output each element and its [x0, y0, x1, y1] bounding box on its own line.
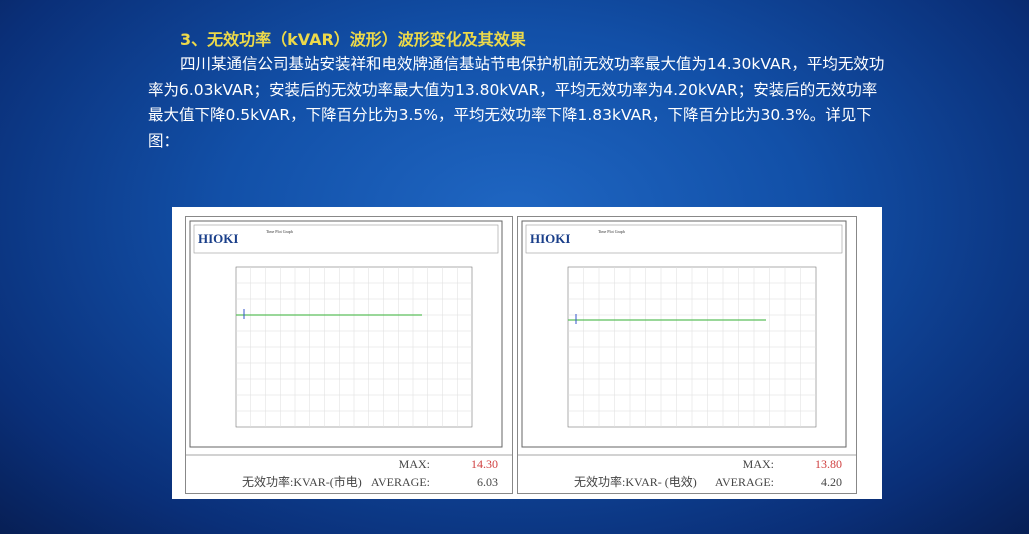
brand: HIOKI [530, 231, 570, 246]
max-label: MAX: [743, 457, 774, 471]
avg-value: 6.03 [477, 475, 498, 489]
panel: HIOKI Time Plot Graph MAX: 13.80 无效功率:KVAR- … [517, 216, 857, 494]
panel-graphic: HIOKI Time Plot Graph MAX: 14.30 无效功率:KVAR-(… [186, 220, 512, 489]
avg-label: AVERAGE: [371, 475, 430, 489]
panel-graphic: HIOKI Time Plot Graph MAX: 13.80 无效功率:KVAR- … [518, 220, 856, 489]
caption: 无效功率:KVAR-(市电) [242, 474, 362, 489]
header-box [193, 224, 499, 254]
caption: 无效功率:KVAR- (电效) [574, 474, 697, 489]
chart-frame [521, 220, 847, 448]
figure: HIOKI Time Plot Graph MAX: 14.30 无效功率:KVAR-(… [172, 207, 882, 499]
brand: HIOKI [198, 231, 238, 246]
avg-value: 4.20 [821, 475, 842, 489]
chart-frame [189, 220, 503, 448]
graph-title: Time Plot Graph [598, 229, 625, 234]
avg-label: AVERAGE: [715, 475, 774, 489]
paragraph: 四川某通信公司基站安装祥和电效牌通信基站节电保护机前无效功率最大值为14.30k… [148, 55, 885, 150]
max-value: 14.30 [471, 457, 498, 471]
max-value: 13.80 [815, 457, 842, 471]
header-box [525, 224, 843, 254]
panel: HIOKI Time Plot Graph MAX: 14.30 无效功率:KVAR-(… [185, 216, 513, 494]
heading: 3、无效功率（kVAR）波形）波形变化及其效果 [180, 30, 526, 49]
max-label: MAX: [399, 457, 430, 471]
graph-title: Time Plot Graph [266, 229, 293, 234]
